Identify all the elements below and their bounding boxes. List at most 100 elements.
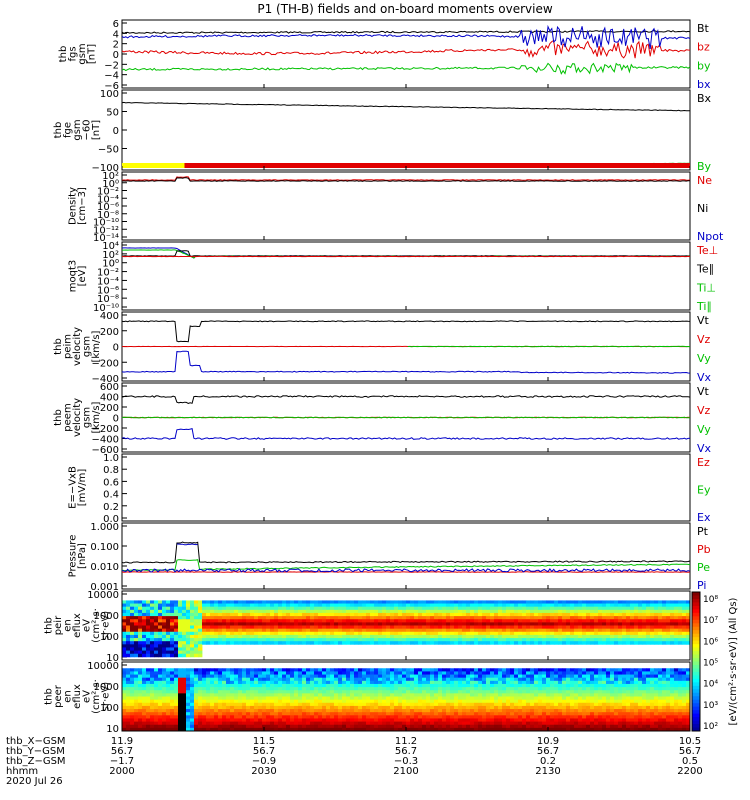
spectrogram-pixel bbox=[378, 628, 383, 633]
spectrogram-pixel bbox=[494, 702, 499, 707]
spectrogram-pixel bbox=[262, 715, 267, 719]
spectrogram-pixel bbox=[526, 600, 531, 604]
spectrogram-pixel bbox=[658, 609, 663, 614]
spectrogram-pixel bbox=[522, 600, 527, 604]
spectrogram-pixel bbox=[498, 641, 503, 645]
spectrogram-pixel bbox=[358, 619, 363, 623]
spectrogram-pixel bbox=[334, 680, 339, 685]
spectrogram-pixel bbox=[558, 600, 563, 604]
spectrogram-pixel bbox=[294, 696, 299, 701]
spectrogram-pixel bbox=[650, 677, 655, 682]
spectrogram-pixel bbox=[362, 693, 367, 697]
spectrogram-pixel bbox=[234, 631, 239, 636]
spectrogram-pixel bbox=[242, 612, 247, 617]
spectrogram-pixel bbox=[298, 634, 303, 639]
spectrogram-pixel bbox=[486, 638, 491, 642]
spectrogram-pixel bbox=[526, 680, 531, 685]
spectrogram-pixel bbox=[138, 616, 143, 620]
spectrogram-pixel bbox=[638, 619, 643, 623]
spectrogram-pixel bbox=[242, 641, 247, 645]
spectrogram-pixel bbox=[398, 625, 403, 630]
spectrogram-pixel bbox=[218, 612, 223, 617]
spectrogram-pixel bbox=[598, 606, 603, 611]
peer-spectrogram bbox=[122, 668, 691, 732]
spectrogram-pixel bbox=[142, 622, 147, 626]
spectrogram-pixel bbox=[246, 625, 251, 630]
spectrogram-pixel bbox=[566, 687, 571, 691]
spectrogram-pixel bbox=[322, 671, 327, 675]
spectrogram-pixel bbox=[518, 668, 523, 672]
spectrogram-pixel bbox=[270, 702, 275, 707]
spectrogram-pixel bbox=[326, 619, 331, 623]
spectrogram-pixel bbox=[594, 702, 599, 707]
spectrogram-pixel bbox=[318, 687, 323, 691]
spectrogram-pixel bbox=[394, 683, 399, 688]
spectrogram-pixel bbox=[270, 616, 275, 620]
spectrogram-pixel bbox=[506, 634, 511, 639]
spectrogram-pixel bbox=[578, 680, 583, 685]
spectrogram-pixel bbox=[510, 668, 515, 672]
spectrogram-pixel bbox=[574, 603, 579, 608]
spectrogram-pixel bbox=[558, 616, 563, 620]
spectrogram-pixel bbox=[146, 641, 151, 645]
spectrogram-pixel bbox=[566, 696, 571, 701]
spectrogram-pixel bbox=[374, 690, 379, 694]
spectrogram-pixel bbox=[222, 721, 227, 726]
spectrogram-pixel bbox=[254, 718, 259, 722]
spectrogram-pixel bbox=[246, 702, 251, 707]
spectrogram-pixel bbox=[318, 631, 323, 636]
spectrogram-pixel bbox=[654, 718, 659, 722]
spectrogram-pixel bbox=[278, 727, 283, 732]
spectrogram-pixel bbox=[554, 715, 559, 719]
spectrogram-pixel bbox=[134, 641, 139, 645]
spectrogram-pixel bbox=[374, 699, 379, 704]
spectrogram-pixel bbox=[174, 671, 179, 675]
spectrogram-pixel bbox=[402, 702, 407, 707]
spectrogram-pixel bbox=[454, 668, 459, 672]
spectrogram-pixel bbox=[346, 612, 351, 617]
spectrogram-pixel bbox=[658, 634, 663, 639]
spectrogram-pixel bbox=[282, 715, 287, 719]
spectrogram-pixel bbox=[350, 690, 355, 694]
spectrogram-pixel bbox=[178, 718, 183, 722]
spectrogram-pixel bbox=[134, 653, 139, 658]
spectrogram-pixel bbox=[250, 631, 255, 636]
spectrogram-pixel bbox=[566, 702, 571, 707]
spectrogram-pixel bbox=[622, 718, 627, 722]
spectrogram-pixel bbox=[442, 693, 447, 697]
spectrogram-pixel bbox=[594, 616, 599, 620]
spectrogram-pixel bbox=[146, 677, 151, 682]
spectrogram-pixel bbox=[206, 625, 211, 630]
spectrogram-pixel bbox=[486, 631, 491, 636]
spectrogram-pixel bbox=[558, 699, 563, 704]
spectrogram-pixel bbox=[382, 690, 387, 694]
spectrogram-pixel bbox=[358, 699, 363, 704]
spectrogram-pixel bbox=[538, 609, 543, 614]
spectrogram-pixel bbox=[230, 709, 235, 713]
spectrogram-pixel bbox=[502, 622, 507, 626]
spectrogram-pixel bbox=[138, 699, 143, 704]
spectrogram-pixel bbox=[138, 712, 143, 716]
spectrogram-pixel bbox=[382, 622, 387, 626]
spectrogram-pixel bbox=[130, 702, 135, 707]
spectrogram-pixel bbox=[574, 671, 579, 675]
spectrogram-pixel bbox=[154, 606, 159, 611]
spectrogram-pixel bbox=[350, 705, 355, 710]
spectrogram-pixel bbox=[558, 712, 563, 716]
spectrogram-pixel bbox=[402, 674, 407, 679]
spectrogram-pixel bbox=[354, 638, 359, 642]
spectrogram-pixel bbox=[606, 715, 611, 719]
spectrogram-pixel bbox=[390, 696, 395, 701]
spectrogram-pixel bbox=[442, 631, 447, 636]
spectrogram-pixel bbox=[586, 705, 591, 710]
spectrogram-pixel bbox=[650, 687, 655, 691]
spectrogram-pixel bbox=[402, 705, 407, 710]
spectrogram-pixel bbox=[174, 634, 179, 639]
spectrogram-pixel bbox=[154, 641, 159, 645]
spectrogram-pixel bbox=[538, 724, 543, 729]
spectrogram-pixel bbox=[390, 712, 395, 716]
spectrogram-pixel bbox=[390, 727, 395, 732]
spectrogram-pixel bbox=[554, 702, 559, 707]
spectrogram-pixel bbox=[498, 718, 503, 722]
spectrogram-pixel bbox=[326, 705, 331, 710]
